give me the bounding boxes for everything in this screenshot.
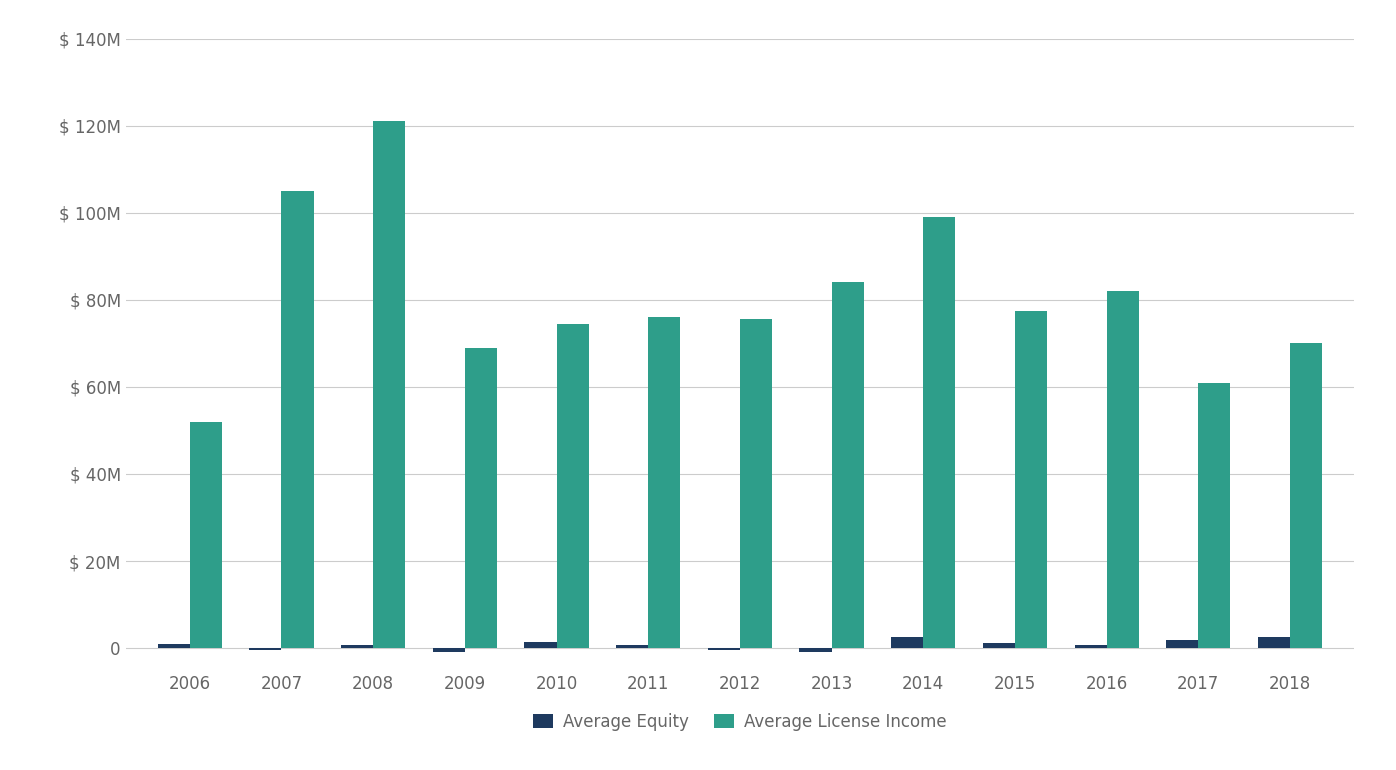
Bar (923, 217, 955, 648)
Bar (891, 638, 923, 648)
Bar (708, 648, 740, 651)
Legend: Average Equity, Average License Income: Average Equity, Average License Income (526, 706, 953, 738)
Bar (190, 422, 222, 648)
Bar (800, 648, 832, 651)
Bar (1015, 310, 1047, 648)
Bar (832, 283, 864, 648)
Bar (341, 644, 373, 648)
Bar (1198, 383, 1230, 648)
Bar (1075, 644, 1107, 648)
Bar (1258, 638, 1290, 648)
Bar (740, 320, 772, 648)
Bar (1166, 641, 1198, 648)
Bar (282, 191, 314, 648)
Bar (465, 348, 497, 648)
Bar (433, 648, 465, 651)
Bar (616, 644, 648, 648)
Bar (1107, 291, 1139, 648)
Bar (648, 317, 680, 648)
Bar (1290, 343, 1322, 648)
Bar (373, 121, 405, 648)
Bar (983, 643, 1015, 648)
Bar (250, 648, 282, 651)
Bar (525, 641, 557, 648)
Bar (158, 644, 190, 648)
Bar (557, 323, 589, 648)
